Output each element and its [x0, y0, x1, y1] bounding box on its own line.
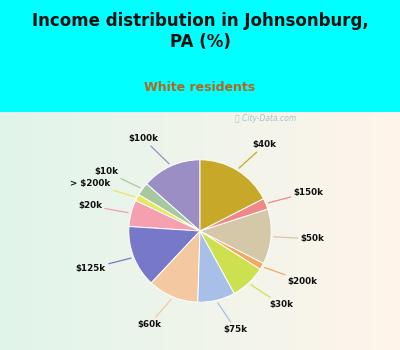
Wedge shape [146, 160, 200, 231]
Text: $50k: $50k [274, 234, 325, 244]
Text: $200k: $200k [264, 267, 318, 286]
Wedge shape [198, 231, 234, 302]
Wedge shape [139, 184, 200, 231]
Text: $150k: $150k [268, 188, 324, 203]
Text: $20k: $20k [78, 201, 128, 213]
Text: > $200k: > $200k [70, 179, 134, 197]
Text: ⓘ City-Data.com: ⓘ City-Data.com [235, 114, 296, 123]
Wedge shape [151, 231, 200, 302]
Wedge shape [129, 201, 200, 231]
Wedge shape [200, 231, 264, 269]
Wedge shape [136, 195, 200, 231]
Wedge shape [200, 199, 268, 231]
Text: $60k: $60k [137, 299, 171, 329]
Text: $75k: $75k [218, 303, 248, 334]
Wedge shape [200, 231, 260, 293]
Text: White residents: White residents [144, 81, 256, 94]
Wedge shape [129, 226, 200, 283]
Text: $10k: $10k [94, 167, 140, 188]
Text: Income distribution in Johnsonburg,
PA (%): Income distribution in Johnsonburg, PA (… [32, 12, 368, 51]
Wedge shape [200, 160, 264, 231]
Text: $125k: $125k [76, 258, 131, 273]
Text: $30k: $30k [251, 285, 293, 309]
Text: $40k: $40k [239, 140, 277, 168]
Wedge shape [200, 209, 271, 263]
Text: $100k: $100k [128, 134, 169, 164]
